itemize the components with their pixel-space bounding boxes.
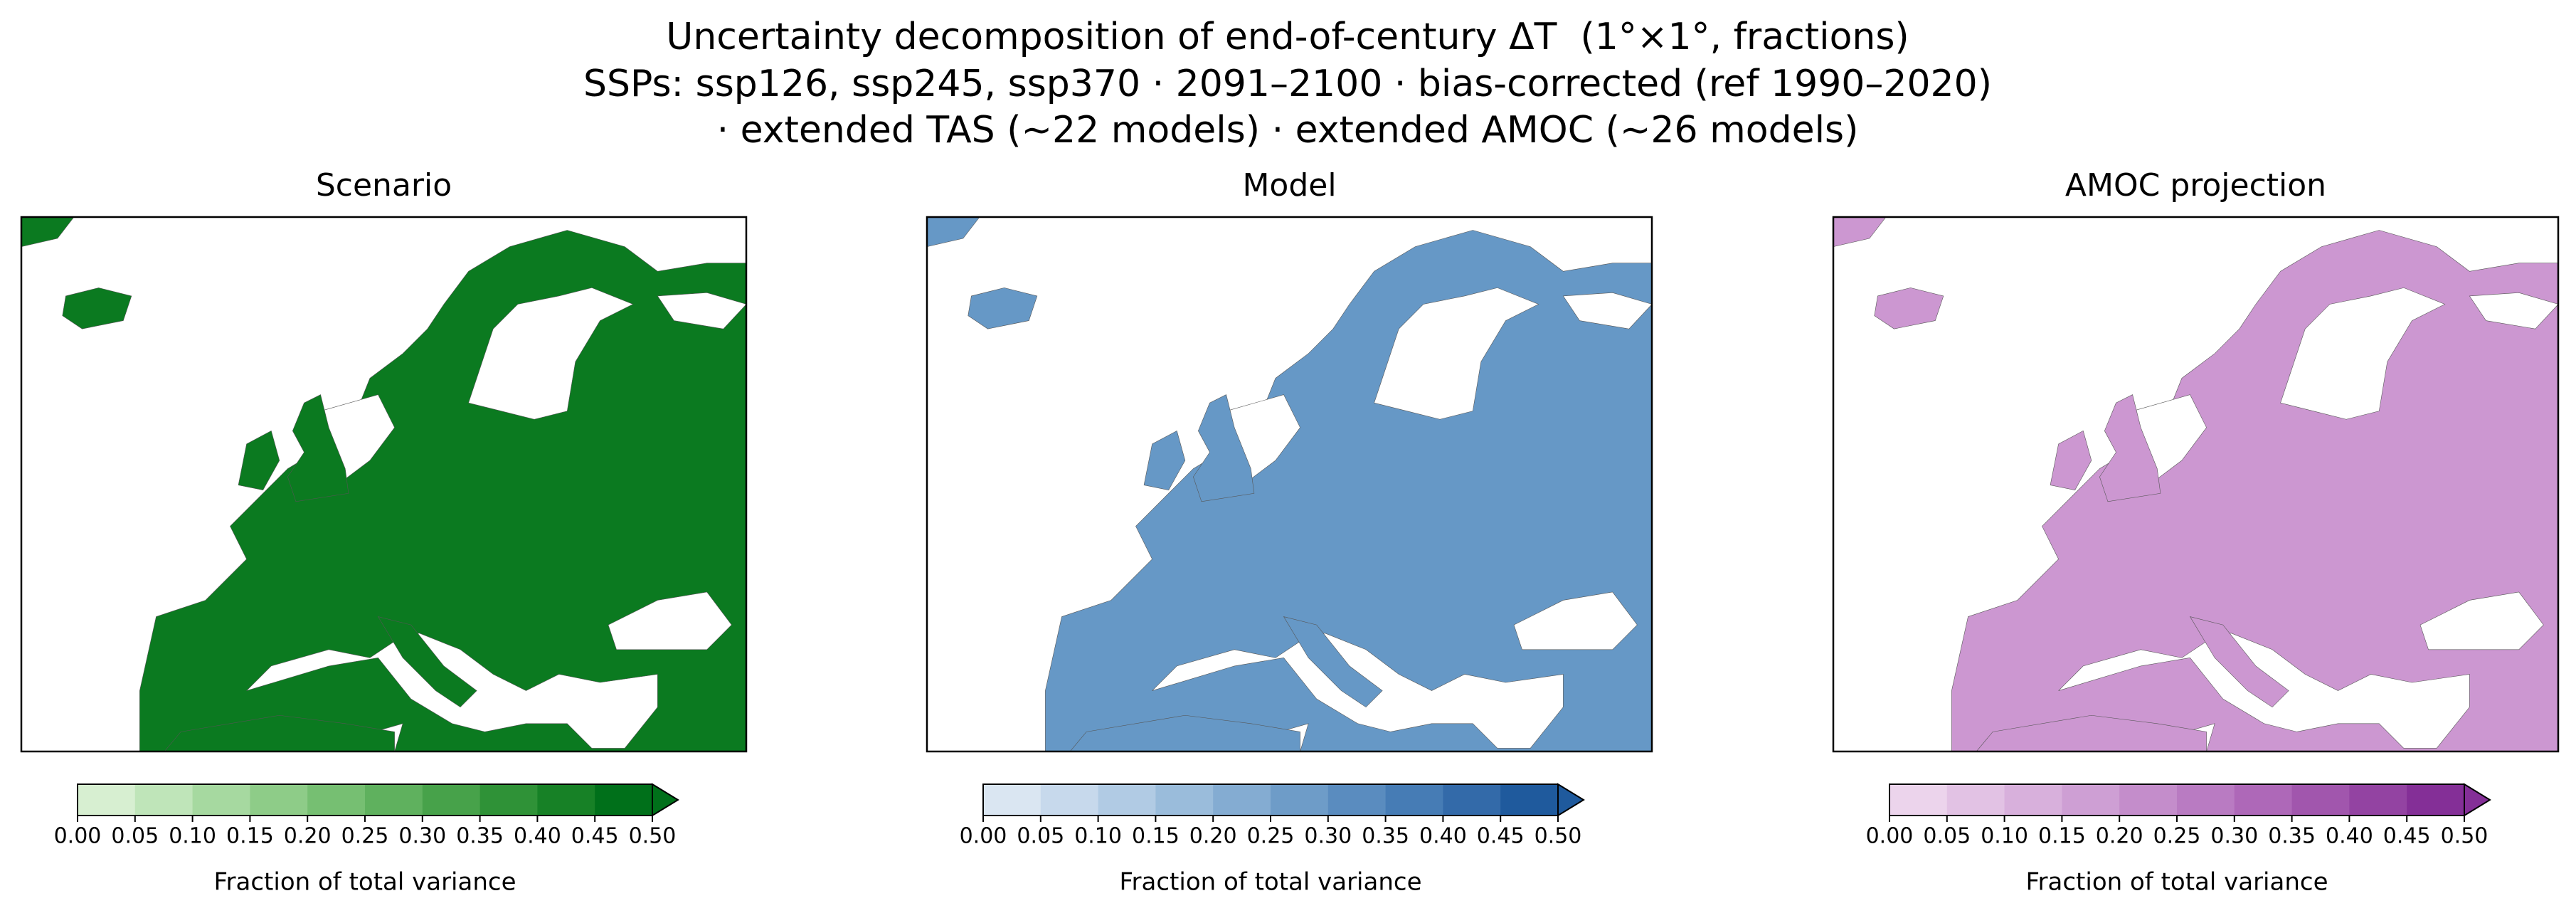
- colorbar-tick-label: 0.50: [1535, 824, 1582, 849]
- colorbar-bin: [595, 784, 653, 816]
- colorbar-tick-label: 0.25: [1247, 824, 1295, 849]
- colorbar-bin: [2349, 784, 2407, 816]
- colorbar-tick-label: 0.20: [1189, 824, 1237, 849]
- colorbar-tick-label: 0.45: [571, 824, 619, 849]
- colorbar-tick-label: 0.25: [341, 824, 389, 849]
- map-land: [926, 216, 1653, 753]
- colorbar-bin: [192, 784, 250, 816]
- colorbar-extend: [652, 783, 679, 817]
- map-frame: [1832, 216, 2560, 753]
- colorbar-tick-label: 0.15: [1132, 824, 1180, 849]
- colorbar-tick-label: 0.10: [169, 824, 216, 849]
- colorbar-tick-label: 0.15: [2038, 824, 2086, 849]
- colorbar-bin: [422, 784, 481, 816]
- colorbar-label: Fraction of total variance: [213, 868, 516, 897]
- colorbar-tick-label: 0.05: [111, 824, 159, 849]
- colorbar-bin: [983, 784, 1041, 816]
- colorbar-bin: [1385, 784, 1443, 816]
- colorbar-tick-label: 0.35: [456, 824, 504, 849]
- panel-title: AMOC projection: [2065, 167, 2326, 204]
- panel-title: Model: [1242, 167, 1336, 204]
- colorbar-extend: [2464, 783, 2491, 817]
- colorbar-bin: [2177, 784, 2235, 816]
- colorbar-tick-label: 0.45: [1477, 824, 1525, 849]
- colorbar-tick-label: 0.50: [2441, 824, 2488, 849]
- colorbar-bin: [2004, 784, 2062, 816]
- colorbar-tick-label: 0.30: [398, 824, 446, 849]
- colorbar-tick-label: 0.05: [1923, 824, 1971, 849]
- colorbar-bin: [1155, 784, 1214, 816]
- colorbar-bin: [2407, 784, 2465, 816]
- colorbar-bin: [1327, 784, 1387, 816]
- map-frame: [20, 216, 748, 753]
- figure-subtitle: · extended TAS (~22 models) · extended A…: [717, 109, 1859, 152]
- colorbar-tick-label: 0.40: [514, 824, 561, 849]
- colorbar-tick-label: 0.20: [284, 824, 332, 849]
- map-frame: [926, 216, 1653, 753]
- colorbar-label: Fraction of total variance: [2025, 868, 2328, 897]
- colorbar-tick-label: 0.30: [1304, 824, 1352, 849]
- colorbar-tick-label: 0.30: [2210, 824, 2258, 849]
- panel-title: Scenario: [316, 167, 452, 204]
- colorbar-bin: [1946, 784, 2005, 816]
- colorbar-bin: [2119, 784, 2178, 816]
- figure-subtitle: SSPs: ssp126, ssp245, ssp370 · 2091–2100…: [583, 63, 1992, 105]
- colorbar-bin: [1098, 784, 1156, 816]
- colorbar-tick-label: 0.45: [2383, 824, 2431, 849]
- colorbar-bin: [1271, 784, 1329, 816]
- colorbar-tick-label: 0.00: [1866, 824, 1914, 849]
- colorbar-tick-label: 0.15: [226, 824, 274, 849]
- colorbar-bin: [2291, 784, 2350, 816]
- colorbar-tick-label: 0.05: [1017, 824, 1064, 849]
- colorbar-bin: [1213, 784, 1271, 816]
- colorbar-tick-label: 0.35: [2268, 824, 2316, 849]
- colorbar-label: Fraction of total variance: [1119, 868, 1421, 897]
- colorbar-bin: [134, 784, 194, 816]
- map-land: [1832, 216, 2560, 753]
- colorbar-tick-label: 0.50: [629, 824, 677, 849]
- colorbar-tick-label: 0.10: [1981, 824, 2028, 849]
- colorbar-bin: [1500, 784, 1559, 816]
- colorbar-tick-label: 0.25: [2153, 824, 2201, 849]
- figure-title: Uncertainty decomposition of end-of-cent…: [666, 16, 1909, 58]
- colorbar-bin: [1040, 784, 1099, 816]
- colorbar-tick-label: 0.35: [1362, 824, 1409, 849]
- colorbar-bin: [365, 784, 423, 816]
- colorbar-tick-label: 0.40: [1419, 824, 1467, 849]
- colorbar-bin: [2234, 784, 2293, 816]
- colorbar-bin: [537, 784, 595, 816]
- map-land: [20, 216, 748, 753]
- colorbar-bin: [250, 784, 308, 816]
- colorbar-bin: [479, 784, 538, 816]
- colorbar-bin: [78, 784, 136, 816]
- colorbar-bin: [1443, 784, 1501, 816]
- colorbar-bin: [307, 784, 366, 816]
- colorbar-tick-label: 0.10: [1074, 824, 1122, 849]
- colorbar-extend: [1557, 783, 1585, 817]
- colorbar-tick-label: 0.00: [54, 824, 102, 849]
- colorbar-tick-label: 0.00: [960, 824, 1007, 849]
- colorbar-bin: [2062, 784, 2120, 816]
- colorbar-bin: [1889, 784, 1948, 816]
- colorbar-tick-label: 0.40: [2326, 824, 2373, 849]
- colorbar-tick-label: 0.20: [2096, 824, 2143, 849]
